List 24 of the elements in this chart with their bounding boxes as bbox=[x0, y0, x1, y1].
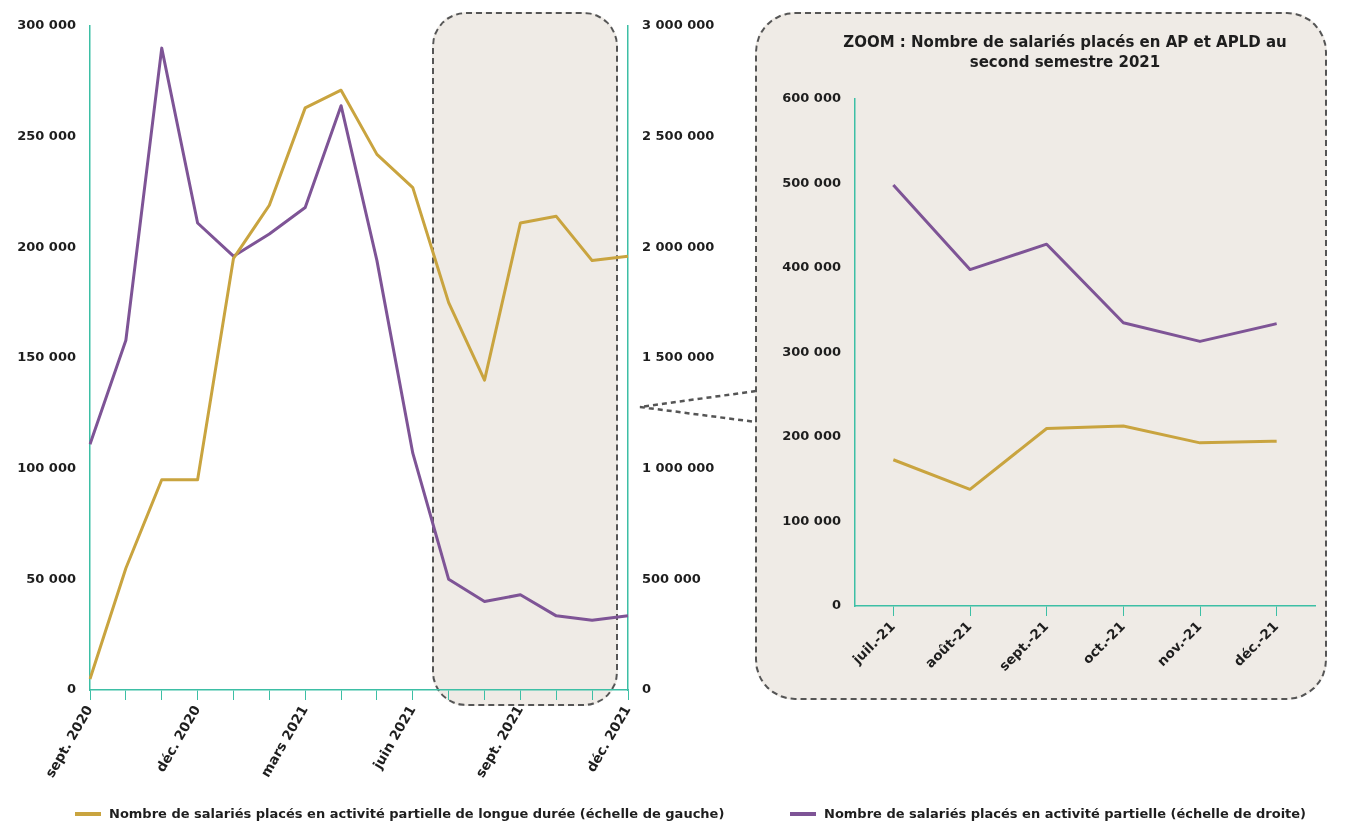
legend-label: Nombre de salariés placés en activité partielle de longue durée (échelle de gauche) bbox=[109, 806, 725, 821]
y2-tick-label: 2 500 000 bbox=[642, 128, 715, 144]
y-tick-label: 150 000 bbox=[17, 349, 76, 365]
y2-tick-label: 3 000 000 bbox=[642, 17, 715, 33]
y-tick-label: 100 000 bbox=[17, 460, 76, 476]
y-tick-label: 200 000 bbox=[17, 238, 76, 254]
y-tick-label: 50 000 bbox=[26, 570, 76, 586]
chart-title: ZOOM : Nombre de salariés placés en AP et APLD au second semestre 2021 bbox=[842, 32, 1288, 72]
y2-tick-label: 0 bbox=[642, 681, 652, 697]
y-tick-label: 200 000 bbox=[782, 428, 841, 444]
y-tick-label: 300 000 bbox=[17, 17, 76, 33]
y-tick-label: 0 bbox=[831, 597, 841, 613]
y2-tick-label: 500 000 bbox=[642, 570, 701, 586]
y-tick-label: 100 000 bbox=[782, 512, 841, 528]
legend-label: Nombre de salariés placés en activité partielle (échelle de droite) bbox=[824, 806, 1307, 821]
y2-tick-label: 1 000 000 bbox=[642, 460, 715, 476]
y-tick-label: 400 000 bbox=[782, 259, 841, 275]
y-tick-label: 600 000 bbox=[782, 90, 841, 106]
y-tick-label: 250 000 bbox=[17, 128, 76, 144]
y-tick-label: 0 bbox=[66, 681, 76, 697]
y2-tick-label: 1 500 000 bbox=[642, 349, 715, 365]
y2-tick-label: 2 000 000 bbox=[642, 238, 715, 254]
y-tick-label: 500 000 bbox=[782, 174, 841, 190]
y-tick-label: 300 000 bbox=[782, 343, 841, 359]
